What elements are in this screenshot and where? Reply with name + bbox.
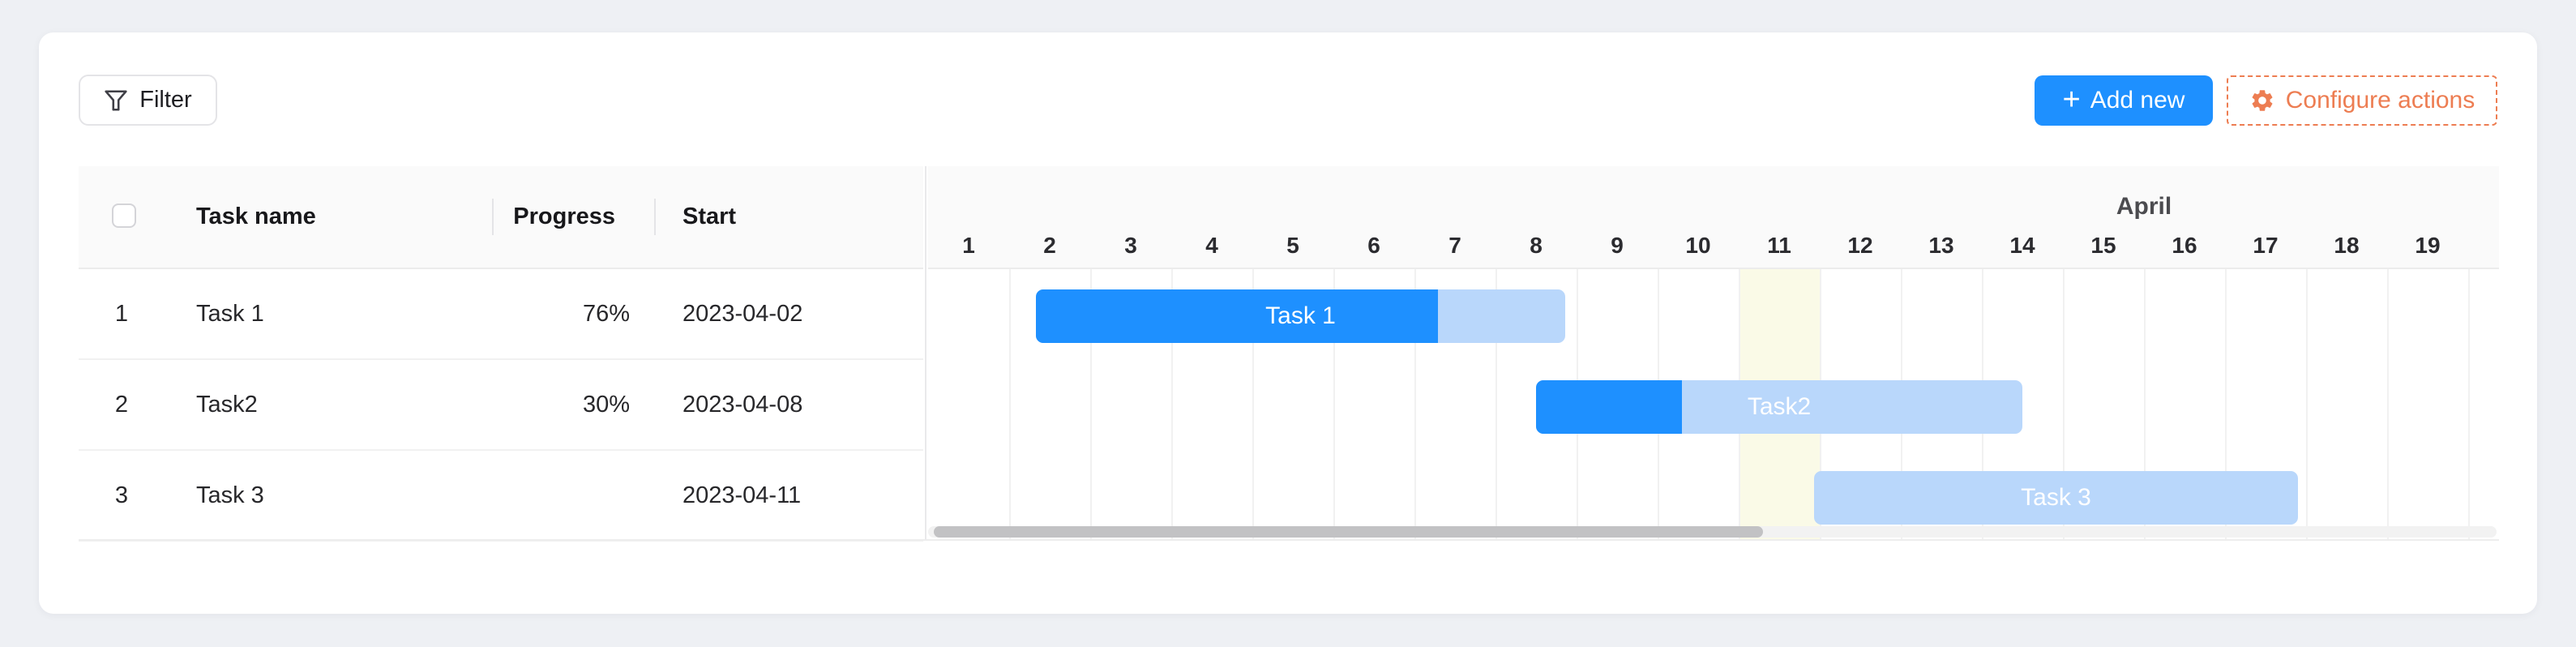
add-new-button[interactable]: + Add new (2035, 75, 2213, 126)
task-bar-label: Task2 (1747, 393, 1812, 420)
day-label: 18 (2334, 233, 2360, 258)
gantt-grid-line (1496, 269, 1497, 539)
day-label: 19 (2415, 233, 2441, 258)
day-label: 11 (1767, 233, 1791, 258)
configure-actions-button[interactable]: Configure actions (2227, 75, 2497, 126)
gantt-grid-line (1171, 269, 1173, 539)
task-name-cell: Task2 (196, 391, 258, 418)
select-all-checkbox[interactable] (112, 204, 136, 228)
gantt-grid-line (2306, 269, 2308, 539)
configure-actions-label: Configure actions (2285, 87, 2475, 114)
table-row[interactable]: 1 Task 1 76% 2023-04-02 (79, 269, 923, 360)
gantt-widget-card: Filter + Add new Configure actions Task … (39, 32, 2537, 614)
gear-icon (2252, 90, 2273, 111)
gantt-grid-line (2387, 269, 2389, 539)
column-separator (654, 199, 656, 235)
gantt-grid-line (1009, 269, 1011, 539)
day-label: 9 (1611, 233, 1624, 258)
task-bar-progress (1536, 380, 1682, 434)
progress-cell (411, 451, 630, 540)
gantt-timeline-header: April 1 2 3 4 5 6 7 8 9 10 11 12 13 14 15 16 17 18 19 (928, 166, 2499, 269)
gantt-grid-line (2063, 269, 2065, 539)
gantt-board: Task name Progress Start 1 Task 1 76% 2023-… (79, 166, 2499, 542)
gantt-pane: April 1 2 3 4 5 6 7 8 9 10 11 12 13 14 15 16 17 18 19 Task… (928, 166, 2499, 541)
progress-cell: 30% (582, 391, 630, 418)
task-bar[interactable]: Task 1 (1036, 289, 1565, 343)
day-label: 15 (2090, 233, 2116, 258)
start-date-cell: 2023-04-02 (683, 300, 803, 327)
add-new-button-label: Add new (2090, 87, 2185, 114)
task-bar-label: Task 3 (2021, 484, 2091, 511)
table-header: Task name Progress Start (79, 166, 923, 269)
gantt-grid-line (2468, 269, 2470, 539)
day-label: 3 (1124, 233, 1137, 258)
start-date-cell: 2023-04-11 (683, 482, 802, 508)
day-label: 2 (1043, 233, 1056, 258)
board-bottom-border (79, 539, 2499, 541)
day-label: 4 (1205, 233, 1218, 258)
day-label: 7 (1448, 233, 1461, 258)
task-name-cell: Task 1 (196, 300, 264, 327)
task-bar[interactable]: Task2 (1536, 380, 2022, 434)
gantt-grid-line (2144, 269, 2146, 539)
gantt-grid-line (2225, 269, 2227, 539)
task-bar[interactable]: Task 3 (1814, 471, 2298, 525)
column-separator (492, 199, 494, 235)
task-name-cell: Task 3 (196, 482, 264, 508)
gantt-chart-area: Task 1 Task2 Task 3 (928, 269, 2499, 539)
filter-icon (105, 89, 127, 111)
column-header-progress: Progress (513, 204, 615, 229)
start-date-cell: 2023-04-08 (683, 391, 803, 418)
progress-cell: 76% (582, 300, 630, 327)
day-label: 10 (1685, 233, 1711, 258)
gantt-grid-line (1090, 269, 1092, 539)
day-label: 5 (1286, 233, 1299, 258)
task-bar-label: Task 1 (1265, 302, 1336, 329)
table-row[interactable]: 2 Task2 30% 2023-04-08 (79, 360, 923, 451)
day-label: 13 (1928, 233, 1954, 258)
row-number: 1 (114, 300, 129, 327)
month-label: April (2116, 193, 2172, 220)
row-number: 2 (114, 391, 129, 418)
filter-button-label: Filter (139, 87, 192, 113)
gantt-scrollbar-thumb[interactable] (934, 526, 1763, 538)
row-number: 3 (114, 482, 129, 508)
day-label: 16 (2172, 233, 2197, 258)
gantt-grid-line (1252, 269, 1254, 539)
table-row[interactable]: 3 Task 3 2023-04-11 (79, 451, 923, 542)
column-header-task-name: Task name (196, 204, 316, 229)
task-bar-progress (1036, 289, 1439, 343)
table-gantt-divider (925, 166, 926, 539)
gantt-grid-line (1414, 269, 1416, 539)
day-label: 8 (1530, 233, 1543, 258)
day-label: 1 (962, 233, 975, 258)
column-header-start: Start (683, 204, 737, 229)
day-label: 6 (1367, 233, 1380, 258)
day-label: 17 (2253, 233, 2279, 258)
filter-button[interactable]: Filter (79, 75, 217, 126)
day-label: 12 (1847, 233, 1873, 258)
gantt-grid-line (1333, 269, 1335, 539)
day-label: 14 (2009, 233, 2035, 258)
